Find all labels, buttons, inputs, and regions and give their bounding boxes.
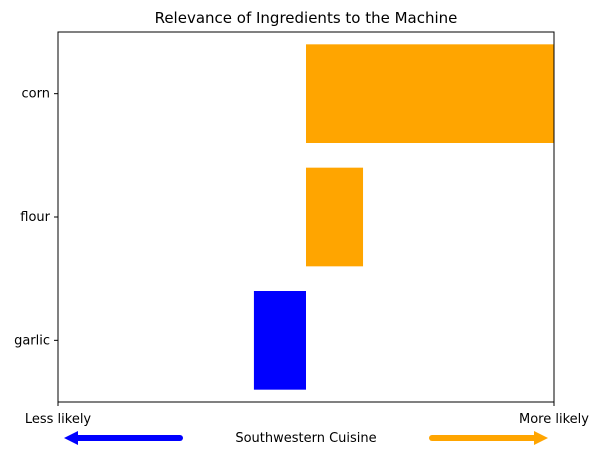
bar-flour: [306, 167, 364, 267]
bar-corn: [306, 44, 554, 144]
y-tick-label-flour: flour: [20, 210, 50, 225]
y-tick-label-garlic: garlic: [14, 333, 50, 348]
x-axis-label: Southwestern Cuisine: [235, 431, 376, 446]
x-tick-label-less-likely: Less likely: [25, 412, 92, 427]
chart-title: Relevance of Ingredients to the Machine: [155, 9, 458, 27]
bars-layer: [253, 44, 554, 390]
bar-garlic: [253, 291, 306, 390]
less-likely-arrow: [64, 431, 183, 445]
x-tick-label-more-likely: More likely: [519, 412, 589, 427]
y-tick-label-corn: corn: [22, 87, 50, 102]
more-likely-arrow: [429, 431, 548, 445]
y-axis-ticks: corn flour garlic: [14, 87, 58, 348]
